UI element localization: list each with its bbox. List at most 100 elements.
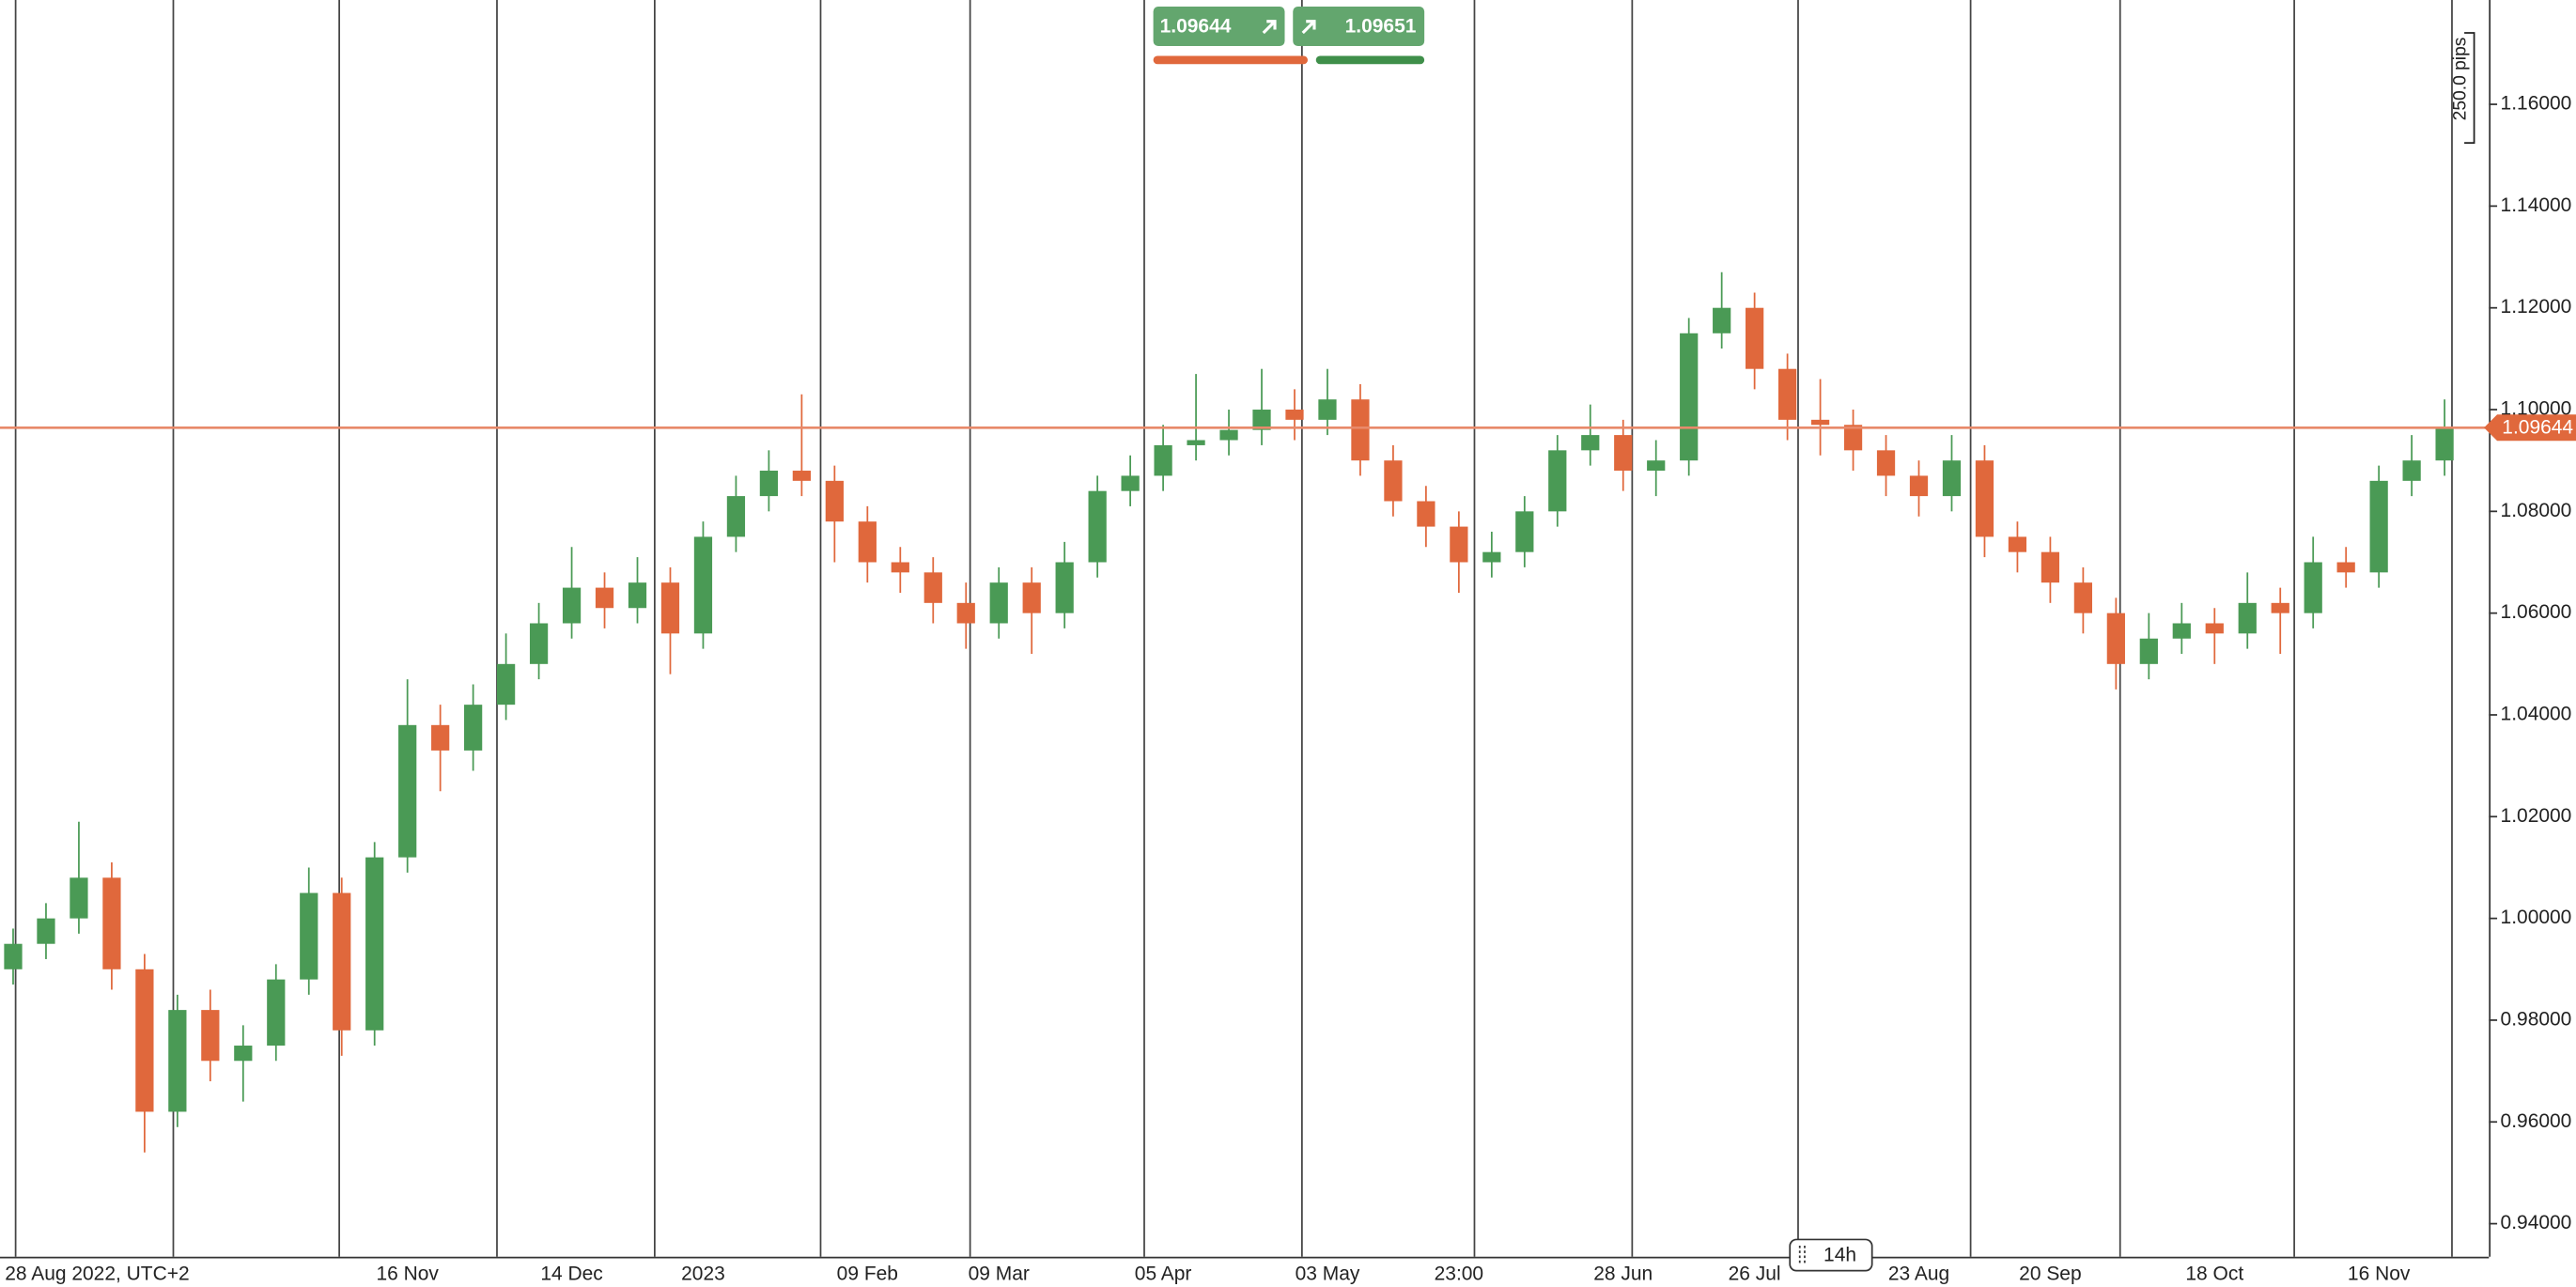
candle-body xyxy=(2336,562,2355,573)
candle-body xyxy=(234,1046,253,1062)
candle-body xyxy=(1482,551,1501,563)
candle-body xyxy=(1876,450,1896,476)
grip-icon[interactable] xyxy=(1798,1245,1806,1264)
y-tick-label: 0.96000 xyxy=(2501,1110,2572,1132)
candle-body xyxy=(431,724,450,751)
plot xyxy=(4,271,2454,1153)
x-tick-label: 23 Aug xyxy=(1888,1264,1949,1285)
candle-body xyxy=(2008,536,2027,552)
y-tick-label: 1.12000 xyxy=(2501,296,2572,318)
x-tick-label: 20 Sep xyxy=(2019,1264,2081,1285)
candle-body xyxy=(102,877,121,969)
candle-body xyxy=(2205,623,2224,634)
candle-body xyxy=(1450,526,1468,563)
y-tick-label: 0.94000 xyxy=(2501,1212,2572,1233)
candle-body xyxy=(1252,410,1271,430)
buy-price[interactable]: 1.09651 xyxy=(1345,15,1417,37)
candle-body xyxy=(1777,368,1797,420)
candle-body xyxy=(660,582,680,634)
candle-body xyxy=(2369,480,2388,573)
x-tick-label: 28 Jun xyxy=(1593,1264,1653,1285)
sell-button[interactable]: 1.09644 xyxy=(1153,7,1285,46)
candle-body xyxy=(1384,460,1403,502)
candle-body xyxy=(1121,475,1140,491)
candle-body xyxy=(595,587,614,609)
timeframe-button[interactable]: 14h xyxy=(1789,1238,1873,1272)
candle-body xyxy=(2238,602,2257,634)
ruler-bracket xyxy=(2464,32,2475,145)
y-tick-label: 1.14000 xyxy=(2501,194,2572,216)
candle-body xyxy=(693,536,713,634)
current-price-label: 1.09644 xyxy=(2502,417,2573,439)
x-tick-label: 2023 xyxy=(681,1264,725,1285)
candle-body xyxy=(628,582,647,609)
y-tick-label: 0.98000 xyxy=(2501,1008,2572,1030)
x-tick-label: 18 Oct xyxy=(2185,1264,2243,1285)
candle-body xyxy=(2106,612,2125,664)
sell-bar xyxy=(1153,55,1308,65)
candle-body xyxy=(759,471,779,497)
x-tick-label: 23:00 xyxy=(1435,1264,1483,1285)
candle-body xyxy=(858,521,877,563)
candle-body xyxy=(464,705,483,751)
candle-body xyxy=(496,663,516,706)
candle-body xyxy=(2172,623,2191,639)
candle-body xyxy=(300,892,318,980)
candle-body xyxy=(2041,551,2060,583)
x-tick-label: 09 Feb xyxy=(837,1264,898,1285)
candle-body xyxy=(1285,410,1304,420)
candle-body xyxy=(1548,450,1567,512)
candle-body xyxy=(1515,511,1534,552)
candle-body xyxy=(37,918,55,944)
sell-button-bg[interactable] xyxy=(1153,7,1285,46)
candle-body xyxy=(989,582,1008,624)
x-tick-label: 16 Nov xyxy=(2348,1264,2411,1285)
candle-body xyxy=(2435,427,2454,461)
candle-body xyxy=(1942,460,1962,497)
candle-body xyxy=(1909,475,1929,497)
candle-body xyxy=(1713,307,1731,333)
y-tick-label: 1.00000 xyxy=(2501,907,2572,928)
candle-body xyxy=(365,857,384,1031)
candle-body xyxy=(1022,582,1041,613)
x-tick-label: 05 Apr xyxy=(1135,1264,1192,1285)
x-tick-label: 03 May xyxy=(1296,1264,1360,1285)
candle-body xyxy=(1680,333,1699,461)
candle-body xyxy=(1318,399,1337,420)
candle-body xyxy=(1975,460,1994,537)
candle-body xyxy=(1187,440,1205,445)
candle-body xyxy=(1647,460,1666,472)
sell-price[interactable]: 1.09644 xyxy=(1160,15,1232,37)
y-tick-label: 1.16000 xyxy=(2501,93,2572,115)
timeframe-bg[interactable] xyxy=(1789,1238,1873,1272)
buy-button-bg[interactable] xyxy=(1293,7,1425,46)
buy-icon[interactable] xyxy=(1301,20,1316,35)
timeframe-label[interactable]: 14h xyxy=(1823,1244,1856,1265)
candle-body xyxy=(1614,435,1633,472)
candle-body xyxy=(2402,460,2421,481)
candle-body xyxy=(1154,444,1172,476)
x-tick-label: 26 Jul xyxy=(1729,1264,1781,1285)
candle-body xyxy=(1746,307,1764,369)
candle-body xyxy=(726,496,746,537)
candle-body xyxy=(1351,399,1370,461)
candle-body xyxy=(1843,425,1863,451)
candle-body xyxy=(333,892,351,1031)
y-tick-label: 1.06000 xyxy=(2501,601,2572,623)
candle-body xyxy=(168,1010,187,1112)
buy-button[interactable]: 1.09651 xyxy=(1293,7,1425,46)
candle-body xyxy=(70,877,88,919)
candle-body xyxy=(562,587,582,624)
candle-body xyxy=(4,943,23,969)
x-tick-label: 16 Nov xyxy=(376,1264,439,1285)
candle-body xyxy=(1219,429,1238,441)
sell-icon[interactable] xyxy=(1262,20,1277,35)
candle-body xyxy=(135,969,154,1112)
candle-body xyxy=(529,623,549,664)
candle-body xyxy=(1417,501,1435,527)
candle-body xyxy=(201,1010,220,1062)
